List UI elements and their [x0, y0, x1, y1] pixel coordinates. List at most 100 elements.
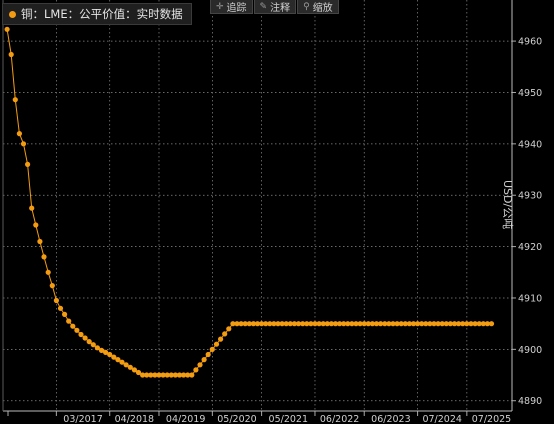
- data-point: [300, 321, 306, 327]
- data-point: [464, 321, 470, 327]
- data-point: [82, 335, 88, 341]
- data-point: [382, 321, 388, 327]
- data-point: [62, 311, 68, 317]
- data-point: [213, 341, 220, 347]
- data-point: [205, 351, 211, 358]
- data-point: [115, 357, 121, 363]
- data-point: [283, 321, 289, 327]
- data-point: [127, 364, 133, 370]
- data-point: [341, 321, 347, 327]
- data-point: [140, 372, 146, 378]
- x-tick-label: 06/2022: [320, 414, 359, 424]
- data-point: [94, 345, 100, 351]
- track-button[interactable]: ✛ 追踪: [210, 0, 253, 14]
- data-point: [312, 321, 318, 327]
- zoom-button[interactable]: ⚲ 缩放: [297, 0, 339, 14]
- data-point: [398, 321, 404, 327]
- data-point: [70, 323, 76, 329]
- data-point: [254, 321, 261, 327]
- data-point: [447, 321, 453, 327]
- x-tick-label: 05/2020: [217, 414, 256, 424]
- data-point: [172, 372, 178, 378]
- data-point: [189, 372, 195, 378]
- data-point: [390, 321, 396, 327]
- data-point: [8, 51, 14, 58]
- data-point: [193, 367, 199, 373]
- y-tick-label: 4910: [518, 293, 542, 304]
- data-point: [480, 321, 486, 327]
- y-axis-label: USD/公吨: [501, 180, 514, 230]
- data-point: [234, 321, 240, 327]
- x-tick-label: 03/2017: [63, 414, 102, 424]
- data-point: [20, 141, 27, 147]
- data-point: [365, 321, 371, 327]
- data-point: [168, 372, 174, 378]
- data-point: [357, 321, 363, 327]
- data-point: [472, 321, 478, 327]
- data-point: [135, 369, 142, 376]
- data-point: [476, 321, 482, 327]
- pencil-icon: ✎: [259, 1, 268, 12]
- y-tick-label: 4900: [518, 345, 542, 356]
- data-point: [107, 351, 113, 358]
- data-point: [185, 372, 191, 378]
- data-point: [427, 321, 433, 327]
- data-point: [386, 321, 392, 327]
- data-point: [41, 254, 47, 260]
- x-tick-label: 07/2024: [422, 414, 461, 424]
- y-tick-label: 4950: [518, 88, 542, 99]
- data-point: [156, 372, 162, 378]
- data-point: [488, 321, 495, 327]
- data-point: [45, 269, 51, 275]
- data-point: [320, 321, 326, 327]
- y-tick-label: 4920: [518, 242, 542, 253]
- data-point: [103, 349, 109, 355]
- legend[interactable]: 铜：LME：公平价值：实时数据: [2, 3, 192, 25]
- data-point: [378, 321, 384, 327]
- data-point: [78, 331, 84, 338]
- data-point: [111, 354, 117, 360]
- data-point: [29, 205, 35, 211]
- data-point: [267, 321, 273, 327]
- data-point: [259, 321, 265, 327]
- gridlines: [3, 0, 512, 411]
- data-point: [66, 318, 72, 324]
- data-points[interactable]: [4, 26, 495, 378]
- data-point: [279, 321, 285, 327]
- y-tick-label: 4890: [518, 396, 542, 407]
- data-point: [242, 321, 248, 327]
- data-point: [456, 321, 462, 327]
- y-tick-label: 4940: [518, 139, 542, 150]
- data-point: [369, 321, 375, 327]
- legend-label: 铜：LME：公平价值：实时数据: [21, 7, 183, 21]
- data-point: [349, 321, 355, 327]
- data-point: [201, 357, 207, 363]
- x-tick-label: 05/2021: [269, 414, 308, 424]
- data-point: [57, 305, 64, 311]
- data-point: [148, 372, 154, 378]
- axes: [2, 0, 516, 416]
- data-point: [332, 321, 339, 327]
- data-point: [439, 321, 445, 327]
- data-point: [218, 336, 224, 342]
- data-point: [419, 321, 425, 327]
- data-point: [25, 161, 31, 167]
- annotate-button[interactable]: ✎ 注释: [253, 0, 297, 14]
- data-point: [484, 321, 490, 327]
- data-point: [160, 372, 166, 378]
- data-point: [337, 321, 343, 327]
- annotate-label: 注释: [270, 3, 291, 14]
- zoom-label: 缩放: [312, 3, 333, 14]
- data-point: [345, 321, 351, 327]
- data-point: [431, 321, 437, 327]
- data-point: [53, 297, 60, 304]
- data-point: [33, 222, 39, 228]
- data-point: [181, 372, 187, 378]
- data-point: [16, 131, 22, 137]
- data-point: [86, 339, 92, 345]
- x-tick-label: 07/2025: [472, 414, 511, 424]
- data-point: [304, 321, 310, 327]
- data-point: [316, 321, 322, 327]
